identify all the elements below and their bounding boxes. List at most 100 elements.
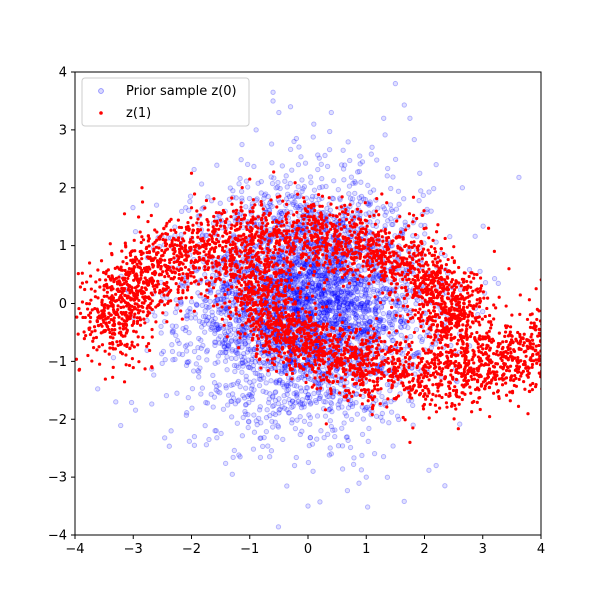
z1-point [179,225,184,230]
prior-sample-point [247,333,253,339]
prior-sample-point [118,422,124,429]
z1-point [114,292,118,296]
prior-sample-point [234,380,240,386]
z1-point [302,217,306,221]
prior-sample-point [385,313,392,319]
prior-sample-point [169,323,176,329]
z1-point [199,222,204,226]
z1-point [334,255,338,260]
prior-sample-point [290,282,297,288]
prior-sample-point [246,195,253,202]
prior-sample-point [301,376,308,383]
prior-sample-point [257,404,263,410]
prior-sample-point [365,307,371,313]
prior-sample-point [367,293,373,299]
prior-sample-point [296,246,302,252]
prior-sample-point [198,181,205,187]
z1-point [430,341,434,345]
prior-sample-point [344,434,350,440]
z1-point [147,295,151,299]
prior-sample-point [398,324,405,331]
prior-sample-point [178,301,184,307]
prior-sample-point [247,379,253,385]
prior-sample-point [242,402,249,408]
prior-sample-point [158,323,164,330]
prior-sample-point [189,405,195,411]
prior-sample-point [228,355,235,362]
prior-sample-point [249,391,255,397]
z1-point [123,293,127,297]
prior-sample-point [184,313,190,319]
z1-point [465,305,469,309]
prior-sample-point [361,304,368,310]
z1-point [265,254,269,258]
prior-sample-point [186,329,192,336]
prior-sample-point [229,290,236,297]
prior-sample-point [374,219,381,225]
prior-sample-point [345,313,352,319]
prior-sample-point [422,231,428,237]
prior-sample-point [244,161,251,168]
prior-sample-point [364,322,370,328]
prior-sample-point [194,302,200,308]
prior-sample-point [466,266,473,273]
prior-sample-point [234,363,240,369]
prior-sample-point [275,524,282,530]
prior-sample-point [187,305,193,312]
prior-sample-point [363,474,369,480]
z1-point [261,229,265,234]
prior-sample-point [187,193,194,199]
prior-sample-point [334,287,340,293]
z1-point [60,336,63,339]
prior-sample-point [388,398,394,405]
prior-sample-point [318,298,324,304]
prior-sample-point [335,443,342,449]
prior-sample-point [251,412,257,418]
prior-sample-point [411,136,417,143]
prior-sample-point [293,203,300,209]
z1-point [389,282,393,286]
prior-sample-point [333,317,339,323]
prior-sample-point [198,337,204,343]
z1-point [486,296,490,300]
prior-sample-point [241,327,247,334]
prior-sample-point [350,401,356,407]
prior-sample-point [351,455,357,461]
prior-sample-point [248,348,254,354]
prior-sample-point [238,360,244,366]
prior-sample-point [297,202,303,209]
prior-sample-point [223,383,229,389]
prior-sample-point [330,427,336,433]
prior-sample-point [347,444,354,451]
prior-sample-point [267,226,273,233]
z1-point [419,324,423,329]
z1-point [297,271,302,275]
z1-point [363,218,367,222]
prior-sample-point [366,308,372,314]
prior-sample-point [267,391,273,397]
z1-point [102,288,106,292]
prior-sample-point [307,401,314,407]
z1-point [261,221,265,225]
prior-sample-point [160,348,167,355]
prior-sample-point [203,318,210,324]
prior-sample-point [209,309,215,315]
prior-sample-point [328,399,334,406]
prior-sample-point [202,422,208,429]
prior-sample-point [182,327,189,334]
prior-sample-point [329,305,336,311]
z1-point [135,316,139,320]
prior-sample-point [342,162,348,168]
z1-point [324,216,329,220]
prior-sample-point [364,299,371,306]
prior-sample-point [238,157,244,163]
z1-point [295,231,299,235]
prior-sample-point [295,254,301,261]
prior-sample-point [380,310,386,317]
prior-sample-point [281,405,288,411]
prior-sample-point [315,166,321,173]
prior-sample-point [296,144,302,150]
prior-sample-point [353,286,359,292]
z1-point [340,195,344,199]
prior-sample-point [240,392,246,399]
